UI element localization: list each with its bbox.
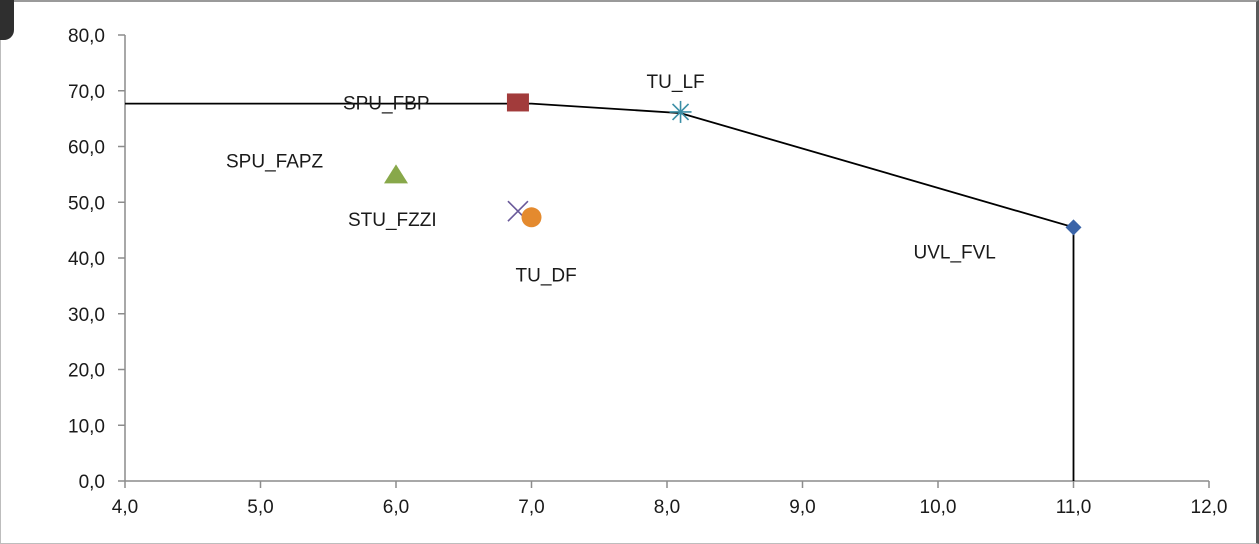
data-markers [384, 93, 1082, 236]
y-tick-label: 70,0 [68, 82, 105, 103]
label-tu-df: TU_DF [516, 265, 577, 286]
x-tick-label: 9,0 [789, 497, 815, 518]
y-tick-label: 20,0 [68, 361, 105, 382]
x-tick-label: 4,0 [112, 497, 138, 518]
label-tu-lf: TU_LF [647, 72, 705, 93]
marker-uvl-fvl [1065, 219, 1082, 236]
y-tick-label: 60,0 [68, 138, 105, 159]
x-tick-label: 11,0 [1056, 497, 1092, 518]
label-stu-fzzi: STU_FZZI [348, 210, 437, 231]
y-tick-label: 50,0 [68, 193, 105, 214]
marker-spu-fbp [506, 93, 529, 112]
x-tick-label: 10,0 [920, 497, 957, 518]
data-labels: SPU_FBP TU_LF SPU_FAPZ STU_FZZI TU_DF UVL_FVL [226, 72, 996, 286]
label-uvl-fvl: UVL_FVL [914, 242, 996, 263]
y-tick-label: 40,0 [68, 249, 105, 270]
marker-stu-fzzi-stroke [507, 200, 529, 222]
x-tick-label: 7,0 [518, 497, 544, 518]
label-spu-fbp: SPU_FBP [343, 93, 430, 114]
y-tick-label: 80,0 [68, 26, 105, 47]
marker-spu-fapz [384, 164, 408, 184]
label-spu-fapz: SPU_FAPZ [226, 151, 324, 172]
corner-mark [0, 0, 14, 40]
x-tick-label: 12,0 [1191, 497, 1228, 518]
marker-tu-df [521, 207, 542, 228]
x-tick-label: 8,0 [654, 497, 680, 518]
marker-tu-lf [669, 100, 692, 123]
y-tick-label: 30,0 [68, 305, 105, 326]
x-tick-label: 6,0 [383, 497, 409, 518]
y-tick-label: 10,0 [68, 416, 105, 437]
axes: 0,0 10,0 20,0 30,0 40,0 50,0 60,0 70,0 80,0 4,0 5,… [68, 26, 1227, 518]
y-tick-label: 0,0 [79, 472, 105, 493]
x-tick-label: 5,0 [247, 497, 273, 518]
